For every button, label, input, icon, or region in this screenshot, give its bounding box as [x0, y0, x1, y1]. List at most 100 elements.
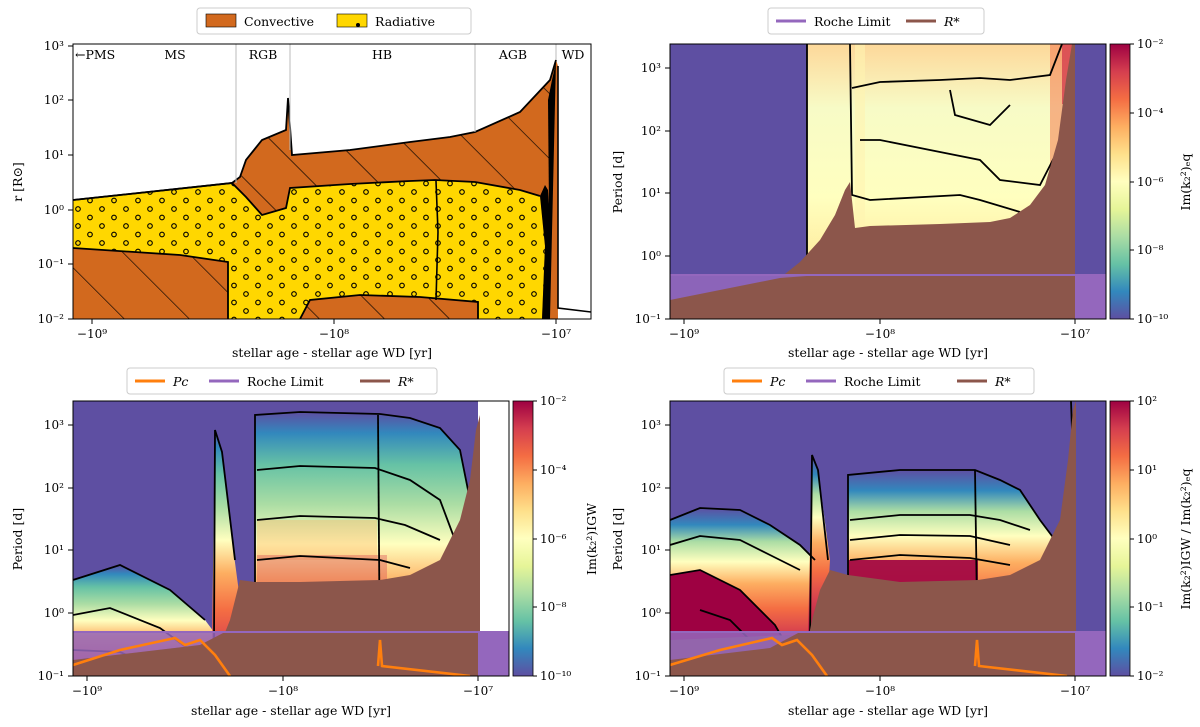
panel-b-xtick: −10⁷ — [1060, 327, 1090, 341]
panel-b-xtick: −10⁹ — [669, 327, 699, 341]
panel-d-ytick: 10¹ — [641, 543, 661, 557]
panel-c-ytick: 10⁻¹ — [38, 669, 64, 683]
legend-label-rstar: R* — [994, 374, 1011, 389]
panel-b-ylabel: Period [d] — [610, 151, 625, 213]
cbar-tick: 10⁻¹⁰ — [540, 669, 571, 683]
panel-a-ytick: 10¹ — [44, 148, 64, 162]
panel-d-ytick: 10³ — [641, 418, 661, 432]
panel-c-ytick: 10³ — [44, 418, 64, 432]
panel-b-yaxis: 10³ 10² 10¹ 10⁰ 10⁻¹ Period [d] — [610, 61, 670, 326]
panel-c-xaxis: −10⁹ −10⁸ −10⁷ stellar age - stellar age… — [72, 676, 493, 718]
panel-c-xtick: −10⁷ — [463, 684, 493, 698]
panel-b-xtick: −10⁸ — [865, 327, 895, 341]
phase-label-wd: WD — [562, 47, 585, 62]
cbar-label: Im(k₂²)ₑq — [1178, 154, 1193, 211]
cbar-tick: 10¹ — [1137, 463, 1157, 477]
panel-c-ytick: 10² — [44, 481, 64, 495]
legend-label-roche: Roche Limit — [247, 374, 324, 389]
cbar-tick: 10⁰ — [1137, 532, 1157, 546]
cbar-tick: 10⁻¹ — [1137, 600, 1163, 614]
panel-a-ytick: 10² — [44, 93, 64, 107]
panel-d-ytick: 10² — [641, 481, 661, 495]
panel-c-legend: Pc Roche Limit R* — [126, 367, 438, 395]
panel-b-ytick: 10³ — [641, 61, 661, 75]
panel-c-colorbar: 10⁻² 10⁻⁴ 10⁻⁶ 10⁻⁸ 10⁻¹⁰ Im(k₂²)IGW — [512, 394, 599, 683]
cbar-tick: 10⁻⁸ — [1137, 243, 1164, 257]
legend-label-roche: Roche Limit — [814, 14, 891, 29]
rstar-area — [670, 44, 1075, 319]
panel-d: 10³ 10² 10¹ 10⁰ 10⁻¹ Period [d] −10⁹ −10… — [610, 367, 1193, 718]
panel-b-xaxis: −10⁹ −10⁸ −10⁷ stellar age - stellar age… — [669, 319, 1090, 360]
phase-label-hb: HB — [372, 47, 392, 62]
panel-a-ytick: 10⁰ — [44, 203, 64, 217]
legend-label-radiative: Radiative — [375, 14, 435, 29]
panel-a-legend: Convective Radiative — [196, 7, 472, 35]
panel-a-xtick: −10⁹ — [77, 327, 107, 341]
panel-b-ytick: 10⁻¹ — [635, 312, 661, 326]
panel-c-ytick: 10¹ — [44, 543, 64, 557]
legend-label-pc: Pc — [172, 374, 188, 389]
legend-label-roche: Roche Limit — [844, 374, 921, 389]
panel-d-yaxis: 10³ 10² 10¹ 10⁰ 10⁻¹ Period [d] — [610, 418, 670, 683]
panel-c-xtick: −10⁸ — [268, 684, 298, 698]
cbar-tick: 10⁻² — [540, 394, 567, 408]
cbar-tick: 10² — [1137, 394, 1157, 408]
cbar-label: Im(k₂²)IGW — [584, 503, 599, 575]
panel-d-xlabel: stellar age - stellar age WD [yr] — [788, 703, 988, 718]
pc-line — [670, 636, 1068, 676]
panel-b: 10³ 10² 10¹ 10⁰ 10⁻¹ Period [d] −10⁹ −10… — [610, 7, 1193, 360]
legend-label-convective: Convective — [244, 14, 314, 29]
cbar-tick: 10⁻¹⁰ — [1137, 312, 1168, 326]
panel-c-xlabel: stellar age - stellar age WD [yr] — [191, 703, 391, 718]
panel-a-xtick: −10⁷ — [541, 327, 571, 341]
cbar-tick: 10⁻⁸ — [540, 600, 567, 614]
panel-d-ytick: 10⁰ — [641, 606, 661, 620]
cbar-label: Im(k₂²)IGW / Im(k₂²)ₑq — [1178, 468, 1193, 609]
cbar-tick: 10⁻⁴ — [1137, 106, 1164, 120]
panel-b-ytick: 10² — [641, 124, 661, 138]
panel-b-colorbar: 10⁻² 10⁻⁴ 10⁻⁶ 10⁻⁸ 10⁻¹⁰ Im(k₂²)ₑq — [1109, 37, 1193, 326]
legend-swatch-radiative — [336, 13, 368, 28]
panel-a-ytick: 10³ — [44, 39, 64, 53]
panel-b-xlabel: stellar age - stellar age WD [yr] — [788, 345, 988, 360]
panel-d-xaxis: −10⁹ −10⁸ −10⁷ stellar age - stellar age… — [669, 676, 1090, 718]
panel-b-legend: Roche Limit R* — [767, 7, 985, 35]
panel-a-xtick: −10⁸ — [319, 327, 349, 341]
panel-c-ylabel: Period [d] — [10, 508, 25, 570]
panel-b-ytick: 10¹ — [641, 186, 661, 200]
rstar-area — [670, 401, 1076, 676]
panel-a-xlabel: stellar age - stellar age WD [yr] — [232, 345, 432, 360]
phase-label-rgb: RGB — [249, 47, 278, 62]
phase-label-pms: ←PMS — [75, 47, 115, 62]
legend-label-rstar: R* — [397, 374, 414, 389]
pc-line — [73, 636, 471, 676]
panel-d-legend: Pc Roche Limit R* — [723, 367, 1035, 395]
panel-c-ytick: 10⁰ — [44, 606, 64, 620]
panel-a-ytick: 10⁻² — [38, 312, 65, 326]
cbar-tick: 10⁻⁶ — [1137, 175, 1164, 189]
panel-d-xtick: −10⁹ — [669, 684, 699, 698]
panel-a-ylabel: r [R⊙] — [10, 162, 25, 202]
rstar-area — [73, 415, 480, 676]
panel-a-xaxis: −10⁹ −10⁸ −10⁷ stellar age - stellar age… — [77, 319, 571, 360]
legend-label-rstar: R* — [943, 14, 960, 29]
cbar-tick: 10⁻⁴ — [540, 463, 567, 477]
cbar-tick: 10⁻⁶ — [540, 532, 567, 546]
panel-d-colorbar: 10² 10¹ 10⁰ 10⁻¹ 10⁻² Im(k₂²)IGW / Im(k₂… — [1109, 394, 1193, 683]
legend-swatch-convective — [205, 13, 237, 28]
panel-d-ylabel: Period [d] — [610, 508, 625, 570]
panel-a-yaxis: 10³ 10² 10¹ 10⁰ 10⁻¹ 10⁻² r [R⊙] — [10, 39, 73, 326]
panel-c-xtick: −10⁹ — [72, 684, 102, 698]
panel-d-xtick: −10⁷ — [1060, 684, 1090, 698]
panel-c: 10³ 10² 10¹ 10⁰ 10⁻¹ Period [d] −10⁹ −10… — [10, 367, 599, 718]
panel-a-ytick: 10⁻¹ — [38, 257, 64, 271]
panel-a: ←PMS MS RGB HB AGB WD 10³ 10² 10¹ 10⁰ 10… — [10, 7, 592, 360]
cbar-tick: 10⁻² — [1137, 37, 1164, 51]
phase-label-agb: AGB — [498, 47, 527, 62]
panel-d-xtick: −10⁸ — [865, 684, 895, 698]
panel-b-ytick: 10⁰ — [641, 249, 661, 263]
phase-label-ms: MS — [164, 47, 185, 62]
panel-d-ytick: 10⁻¹ — [635, 669, 661, 683]
legend-label-pc: Pc — [769, 374, 785, 389]
